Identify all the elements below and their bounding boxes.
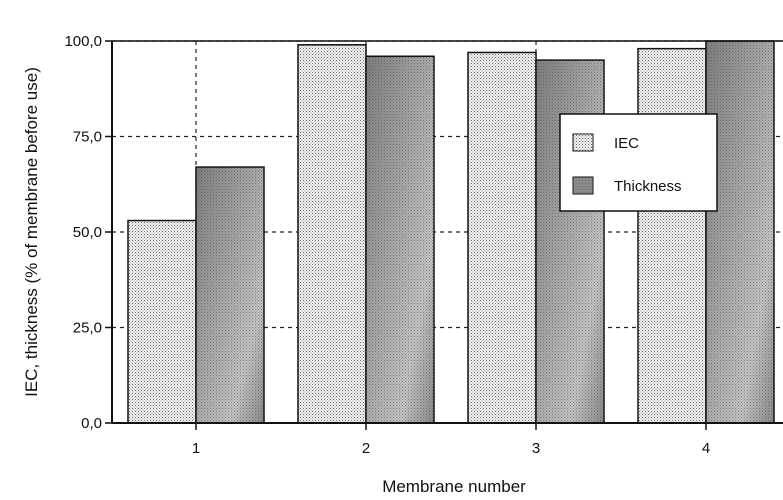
y-tick-label: 100,0 [64,33,102,50]
y-tick-label: 25,0 [73,320,102,337]
plot-area: 0,0 25,0 50,0 75,0 100,0 1 2 3 4 [64,33,783,457]
x-axis-label: Membrane number [382,477,526,496]
bar-thickness-texture [706,41,774,423]
legend-swatch-iec [572,133,594,152]
legend-box [559,113,718,212]
y-tick-label: 0,0 [81,415,102,432]
bar-iec [127,219,197,424]
legend-label-iec: IEC [614,135,639,152]
bar-iec [297,44,367,424]
bar-iec [467,51,537,424]
bar-thickness-texture [196,167,264,423]
bar-thickness-texture [366,56,434,423]
x-tick-label: 3 [532,440,540,457]
y-tick-label: 75,0 [73,129,102,146]
x-tick-label: 4 [702,440,710,457]
legend: IEC Thickness [559,113,718,212]
x-tick-label: 2 [362,440,370,457]
y-tick-label: 50,0 [73,224,102,241]
legend-label-thickness: Thickness [614,178,682,195]
x-tick-label: 1 [192,440,200,457]
legend-swatch-thickness-dots [573,177,593,194]
y-axis-label: IEC, thickness (% of membrane before use… [22,67,41,397]
bar-iec [637,47,707,424]
